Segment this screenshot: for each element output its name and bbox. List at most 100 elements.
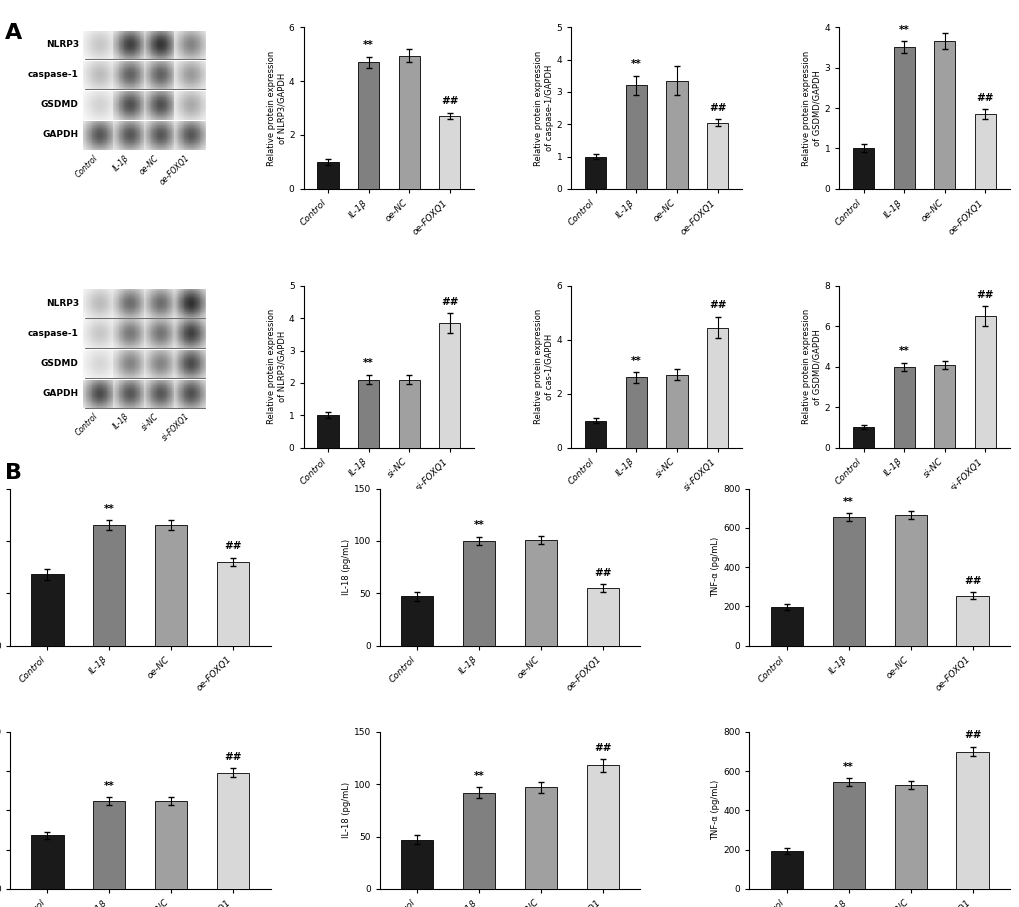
Bar <box>626 377 646 447</box>
Y-axis label: Relative protein expression
of NLRP3/GAPDH: Relative protein expression of NLRP3/GAP… <box>266 51 285 166</box>
Bar <box>93 801 125 889</box>
Bar <box>706 122 728 189</box>
Text: **: ** <box>104 503 114 513</box>
Y-axis label: TNF-α (pg/mL): TNF-α (pg/mL) <box>710 780 719 841</box>
Bar <box>217 561 250 646</box>
Text: NLRP3: NLRP3 <box>46 40 78 49</box>
Text: ##: ## <box>224 541 242 551</box>
Text: GAPDH: GAPDH <box>43 389 78 398</box>
Text: ##: ## <box>708 102 726 112</box>
Bar <box>586 588 619 646</box>
Bar <box>400 596 433 646</box>
Text: NLRP3: NLRP3 <box>46 298 78 307</box>
Bar <box>974 317 995 447</box>
Bar <box>706 327 728 447</box>
Bar <box>85 289 205 317</box>
Text: ##: ## <box>976 93 994 102</box>
Bar <box>358 63 379 189</box>
Y-axis label: IL-18 (pg/mL): IL-18 (pg/mL) <box>341 539 351 595</box>
Y-axis label: IL-18 (pg/mL): IL-18 (pg/mL) <box>341 783 351 838</box>
Text: caspase-1: caspase-1 <box>28 70 78 79</box>
Bar <box>769 851 802 889</box>
Bar <box>665 375 687 447</box>
Text: ##: ## <box>440 297 459 307</box>
Bar <box>358 380 379 447</box>
Text: ##: ## <box>963 730 980 740</box>
Text: **: ** <box>631 356 641 366</box>
Y-axis label: Relative protein expression
of caspase-1/GAPDH: Relative protein expression of caspase-1… <box>534 51 553 166</box>
Bar <box>398 380 420 447</box>
Bar <box>832 517 864 646</box>
Bar <box>32 835 63 889</box>
Text: **: ** <box>843 762 853 772</box>
Bar <box>93 525 125 646</box>
Bar <box>974 114 995 189</box>
Bar <box>439 116 460 189</box>
Bar <box>85 31 205 59</box>
Bar <box>85 122 205 150</box>
Bar <box>85 61 205 89</box>
Text: caspase-1: caspase-1 <box>28 328 78 337</box>
Text: IL-1β: IL-1β <box>111 153 130 172</box>
Y-axis label: TNF-α (pg/mL): TNF-α (pg/mL) <box>710 537 719 597</box>
Bar <box>586 766 619 889</box>
Text: ##: ## <box>594 568 611 578</box>
Text: **: ** <box>898 346 909 356</box>
Text: GSDMD: GSDMD <box>41 101 78 109</box>
Bar <box>665 81 687 189</box>
Text: ##: ## <box>594 743 611 753</box>
Text: **: ** <box>104 781 114 791</box>
Bar <box>155 801 187 889</box>
Text: ##: ## <box>440 96 459 106</box>
Bar <box>956 596 987 646</box>
Text: **: ** <box>363 358 374 368</box>
Y-axis label: Relative protein expression
of cas-1/GAPDH: Relative protein expression of cas-1/GAP… <box>534 309 553 424</box>
Bar <box>155 525 187 646</box>
Bar <box>893 47 914 189</box>
Y-axis label: Relative protein expression
of NLRP3/GAPDH: Relative protein expression of NLRP3/GAP… <box>266 309 285 424</box>
Bar <box>626 85 646 189</box>
Text: si-NC: si-NC <box>140 412 161 433</box>
Bar <box>894 515 926 646</box>
Bar <box>400 840 433 889</box>
Bar <box>769 608 802 646</box>
Text: Control: Control <box>73 153 100 180</box>
Text: **: ** <box>473 521 484 531</box>
Text: **: ** <box>843 497 853 507</box>
Bar <box>933 365 955 447</box>
Text: ##: ## <box>708 300 726 310</box>
Text: IL-1β: IL-1β <box>111 412 130 431</box>
Bar <box>933 42 955 189</box>
Bar <box>85 350 205 378</box>
Text: si-FOXQ1: si-FOXQ1 <box>160 412 191 444</box>
Text: GAPDH: GAPDH <box>43 131 78 140</box>
Text: Control: Control <box>73 412 100 438</box>
Text: A: A <box>5 23 22 43</box>
Text: **: ** <box>473 771 484 781</box>
Bar <box>585 421 605 447</box>
Text: **: ** <box>631 59 641 69</box>
Bar <box>317 162 338 189</box>
Bar <box>894 785 926 889</box>
Bar <box>85 320 205 347</box>
Bar <box>85 92 205 120</box>
Bar <box>525 787 556 889</box>
Bar <box>398 55 420 189</box>
Text: B: B <box>5 463 22 483</box>
Bar <box>525 540 556 646</box>
Text: GSDMD: GSDMD <box>41 359 78 368</box>
Bar <box>893 366 914 447</box>
Text: **: ** <box>363 41 374 51</box>
Text: oe-NC: oe-NC <box>138 153 161 176</box>
Y-axis label: Relative protein expression
of GSDMD/GAPDH: Relative protein expression of GSDMD/GAP… <box>802 309 821 424</box>
Y-axis label: Relative protein expression
of GSDMD/GAPDH: Relative protein expression of GSDMD/GAP… <box>802 51 821 166</box>
Text: ##: ## <box>976 289 994 299</box>
Bar <box>956 752 987 889</box>
Bar <box>852 427 873 447</box>
Bar <box>317 415 338 447</box>
Text: **: ** <box>898 24 909 34</box>
Bar <box>439 323 460 447</box>
Bar <box>217 773 250 889</box>
Text: ##: ## <box>963 576 980 586</box>
Bar <box>463 541 494 646</box>
